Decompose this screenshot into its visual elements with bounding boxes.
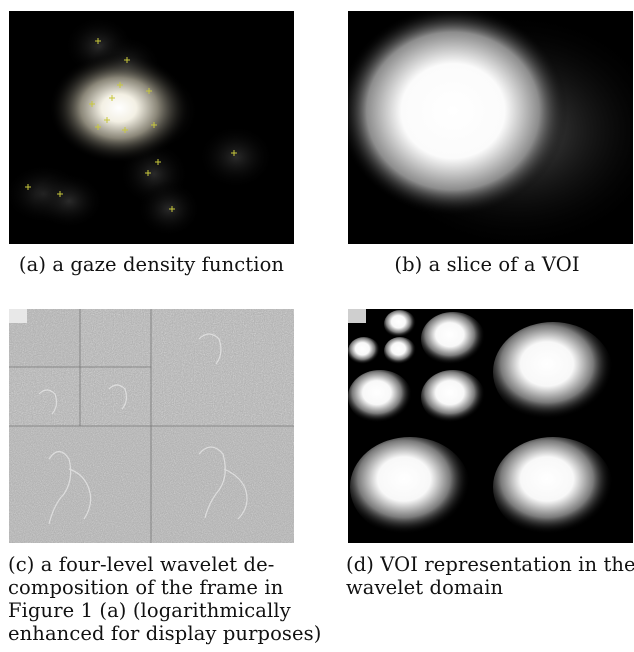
caption-b: (b) a slice of a VOI	[340, 253, 634, 276]
caption-c-line-4: enhanced for display purposes)	[8, 622, 322, 645]
panel-d-voi-wavelet-image	[348, 309, 633, 543]
caption-b-line: (b) a slice of a VOI	[394, 253, 580, 276]
caption-c: (c) a four-level wavelet de- composition…	[8, 553, 322, 645]
voi-slice-svg	[348, 11, 633, 244]
caption-d-line-1: (d) VOI representation in the	[346, 553, 634, 576]
gaze-point-markers	[25, 38, 237, 212]
caption-a: (a) a gaze density function	[0, 253, 303, 276]
panel-a-gaze-density-image	[9, 11, 294, 244]
panel-b-voi-slice-image	[348, 11, 633, 244]
caption-d-line-2: wavelet domain	[346, 576, 504, 599]
panel-c-wavelet-decomposition-image	[9, 309, 294, 543]
caption-c-line-3: Figure 1 (a) (logarithmically	[8, 599, 291, 622]
caption-d: (d) VOI representation in the wavelet do…	[346, 553, 634, 599]
voi-wavelet-svg	[348, 309, 633, 543]
gaze-density-svg	[9, 11, 294, 244]
caption-c-line-1: (c) a four-level wavelet de-	[8, 553, 275, 576]
caption-a-line: (a) a gaze density function	[18, 253, 285, 276]
wavelet-decomposition-svg	[9, 309, 294, 543]
caption-c-line-2: composition of the frame in	[8, 576, 284, 599]
